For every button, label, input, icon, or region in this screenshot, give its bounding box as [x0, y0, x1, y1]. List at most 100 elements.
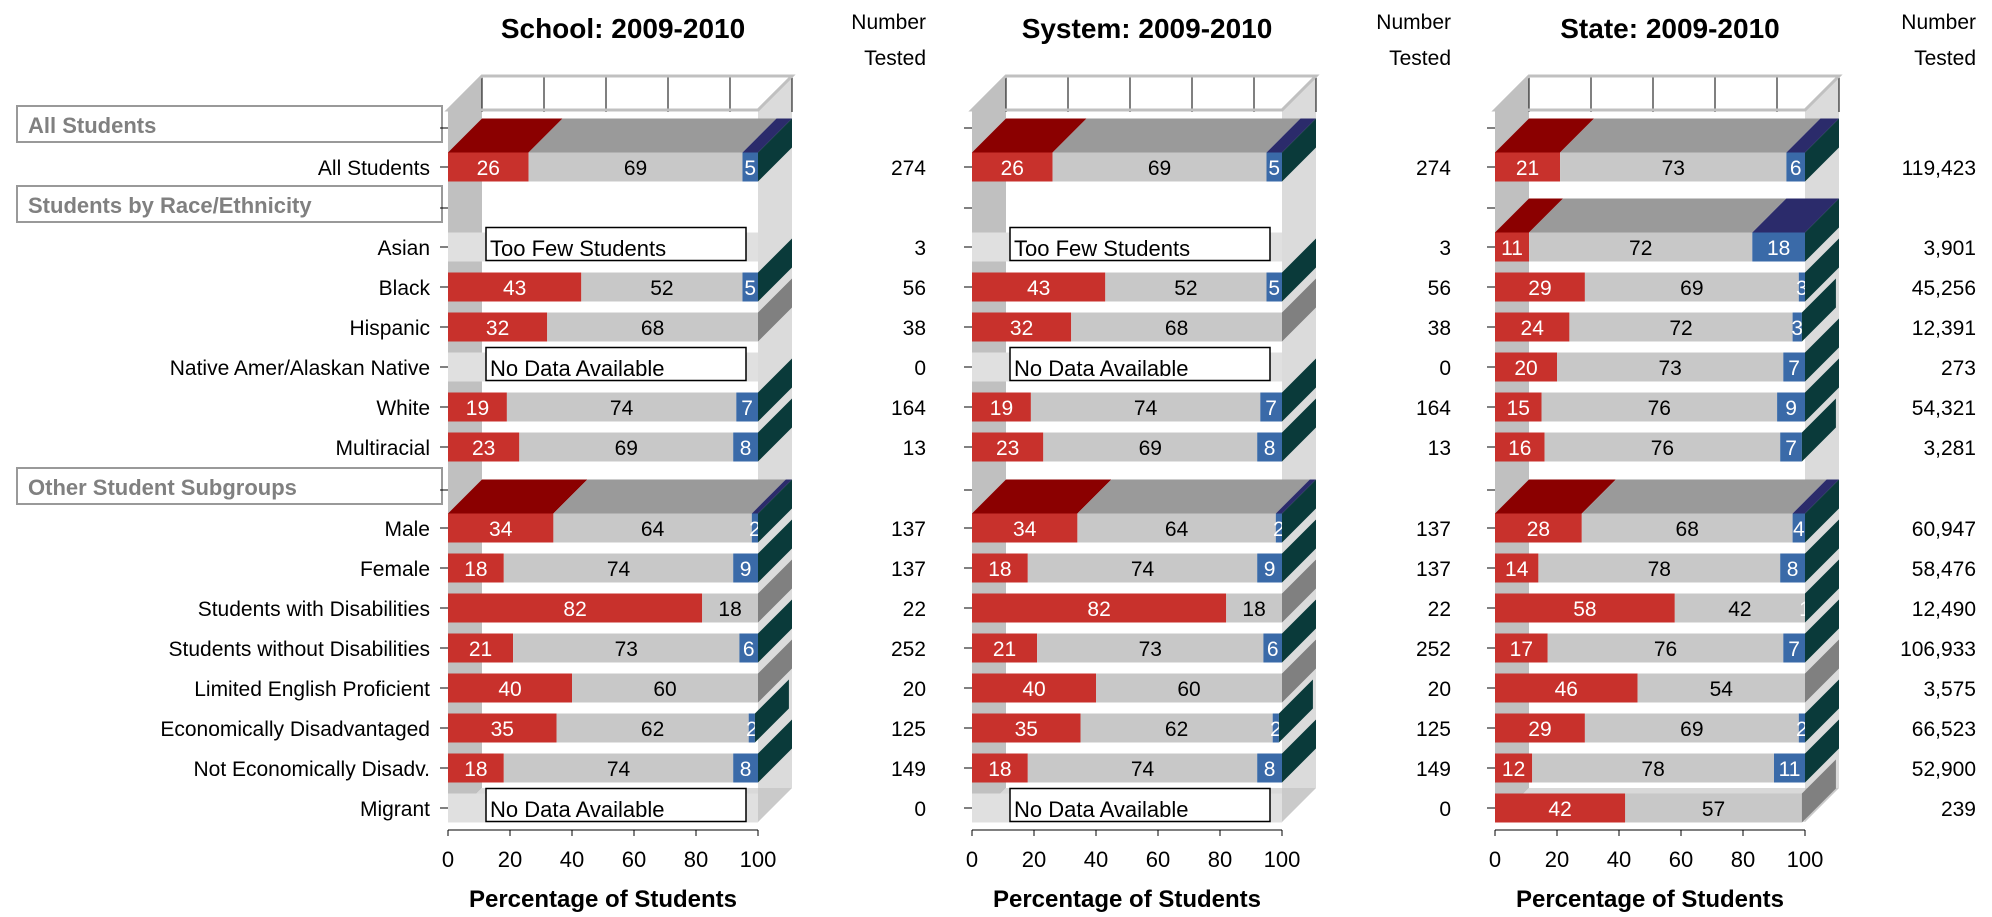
bar-segment-below-top — [972, 479, 1112, 514]
data-label: 7 — [1785, 437, 1797, 460]
data-label: 82 — [1087, 598, 1110, 621]
bar-side-face — [1805, 198, 1839, 262]
bar-segment-proficient — [1030, 392, 1261, 422]
bar-segment-proficient — [1584, 272, 1799, 302]
data-label: 73 — [615, 638, 638, 661]
row-label: Male — [384, 518, 430, 541]
bar-side-face — [1282, 639, 1316, 703]
number-tested-header: Number — [1376, 11, 1451, 34]
data-label: 7 — [1788, 638, 1800, 661]
data-label: 21 — [469, 638, 492, 661]
bar-segment-proficient — [702, 593, 758, 623]
bar-segment-advanced — [1783, 633, 1805, 663]
bar-side-face — [1282, 559, 1316, 623]
bar-segment-advanced — [1260, 392, 1282, 422]
bar-segment-proficient — [503, 553, 734, 583]
bar-side-face — [1282, 278, 1316, 342]
chart-title: School: 2009-2010 — [501, 13, 745, 44]
bar-segment-proficient — [581, 272, 743, 302]
bar-segment-advanced — [733, 432, 758, 462]
bar-side-face — [758, 238, 792, 302]
number-tested-header: Number — [1901, 11, 1976, 34]
bar-segment-advanced — [742, 152, 758, 182]
bar-segment-proficient — [1027, 753, 1258, 783]
bar-segment-proficient-top — [553, 479, 786, 514]
data-label: 3 — [1791, 317, 1803, 340]
bar-segment-advanced — [1786, 152, 1805, 182]
data-label: 6 — [743, 638, 755, 661]
bar-segment-advanced — [1266, 272, 1282, 302]
bar-segment-proficient — [1080, 713, 1273, 743]
bar-side-face — [1282, 599, 1316, 663]
data-label: 74 — [1134, 397, 1158, 420]
bar-segment-proficient — [1027, 553, 1258, 583]
number-tested-value: 274 — [891, 157, 926, 180]
number-tested-value: 137 — [891, 558, 926, 581]
bar-segment-advanced — [733, 553, 758, 583]
bar-side-face — [1282, 118, 1316, 182]
data-label: 28 — [1527, 518, 1550, 541]
data-label: 15 — [1507, 397, 1530, 420]
number-tested-value: 3,575 — [1923, 678, 1976, 701]
number-tested-value: 12,391 — [1912, 317, 1976, 340]
number-tested-value: 38 — [1428, 317, 1451, 340]
number-tested-value: 0 — [914, 357, 926, 380]
data-label: 5 — [744, 277, 756, 300]
data-label: 68 — [1676, 518, 1699, 541]
data-label: 12 — [1502, 758, 1525, 781]
number-tested-value: 12,490 — [1912, 598, 1976, 621]
data-label: 18 — [1242, 598, 1265, 621]
bar-segment-advanced — [736, 392, 758, 422]
data-label: 29 — [1528, 718, 1551, 741]
bar-side-face — [1805, 599, 1839, 663]
bar-segment-advanced — [1257, 432, 1282, 462]
bar-side-face — [758, 559, 792, 623]
x-tick-label: 0 — [442, 847, 454, 872]
number-tested-value: 3 — [914, 237, 926, 260]
bar-segment-proficient — [1077, 513, 1276, 543]
number-tested-value: 54,321 — [1912, 397, 1976, 420]
bar-segment-advanced — [748, 713, 755, 743]
data-label: 74 — [1131, 558, 1155, 581]
bar-segment-proficient — [1569, 312, 1793, 342]
data-label: 73 — [1662, 157, 1685, 180]
data-label: 52 — [650, 277, 673, 300]
bar-side-face — [1282, 719, 1316, 783]
bar-segment-advanced-top — [1266, 118, 1316, 153]
data-label: 32 — [486, 317, 509, 340]
bar-segment-below — [1495, 633, 1548, 663]
bar-segment-advanced — [1792, 312, 1802, 342]
number-tested-value: 66,523 — [1912, 718, 1976, 741]
bar-segment-proficient — [1560, 152, 1787, 182]
data-label: 74 — [607, 558, 631, 581]
bar-side-face — [1805, 719, 1839, 783]
number-tested-value: 125 — [891, 718, 926, 741]
data-label: 4 — [1793, 518, 1805, 541]
data-label: 16 — [1508, 437, 1531, 460]
row-label: Students with Disabilities — [198, 598, 430, 621]
bar-segment-advanced — [1275, 513, 1282, 543]
bar-segment-below-top — [1495, 118, 1595, 153]
number-tested-value: 20 — [903, 678, 926, 701]
bar-side-face — [754, 679, 789, 743]
x-tick-label: 0 — [966, 847, 978, 872]
group-header-label: Students by Race/Ethnicity — [28, 193, 312, 218]
data-label: 32 — [1010, 317, 1033, 340]
number-tested-value: 252 — [891, 638, 926, 661]
bar-side-face — [1805, 559, 1839, 623]
bar-segment-proficient — [513, 633, 740, 663]
x-tick-label: 80 — [684, 847, 708, 872]
note-text: No Data Available — [490, 356, 665, 381]
data-label: 8 — [1787, 558, 1799, 581]
bar-side-face — [1278, 679, 1313, 743]
bar-segment-proficient — [506, 392, 737, 422]
bar-segment-below — [448, 513, 554, 543]
data-label: 18 — [464, 758, 487, 781]
bar-segment-below-top — [1495, 479, 1616, 514]
bar-segment-below — [972, 513, 1078, 543]
data-label: 54 — [1710, 678, 1734, 701]
data-label: 82 — [563, 598, 586, 621]
bar-segment-advanced — [1777, 392, 1805, 422]
